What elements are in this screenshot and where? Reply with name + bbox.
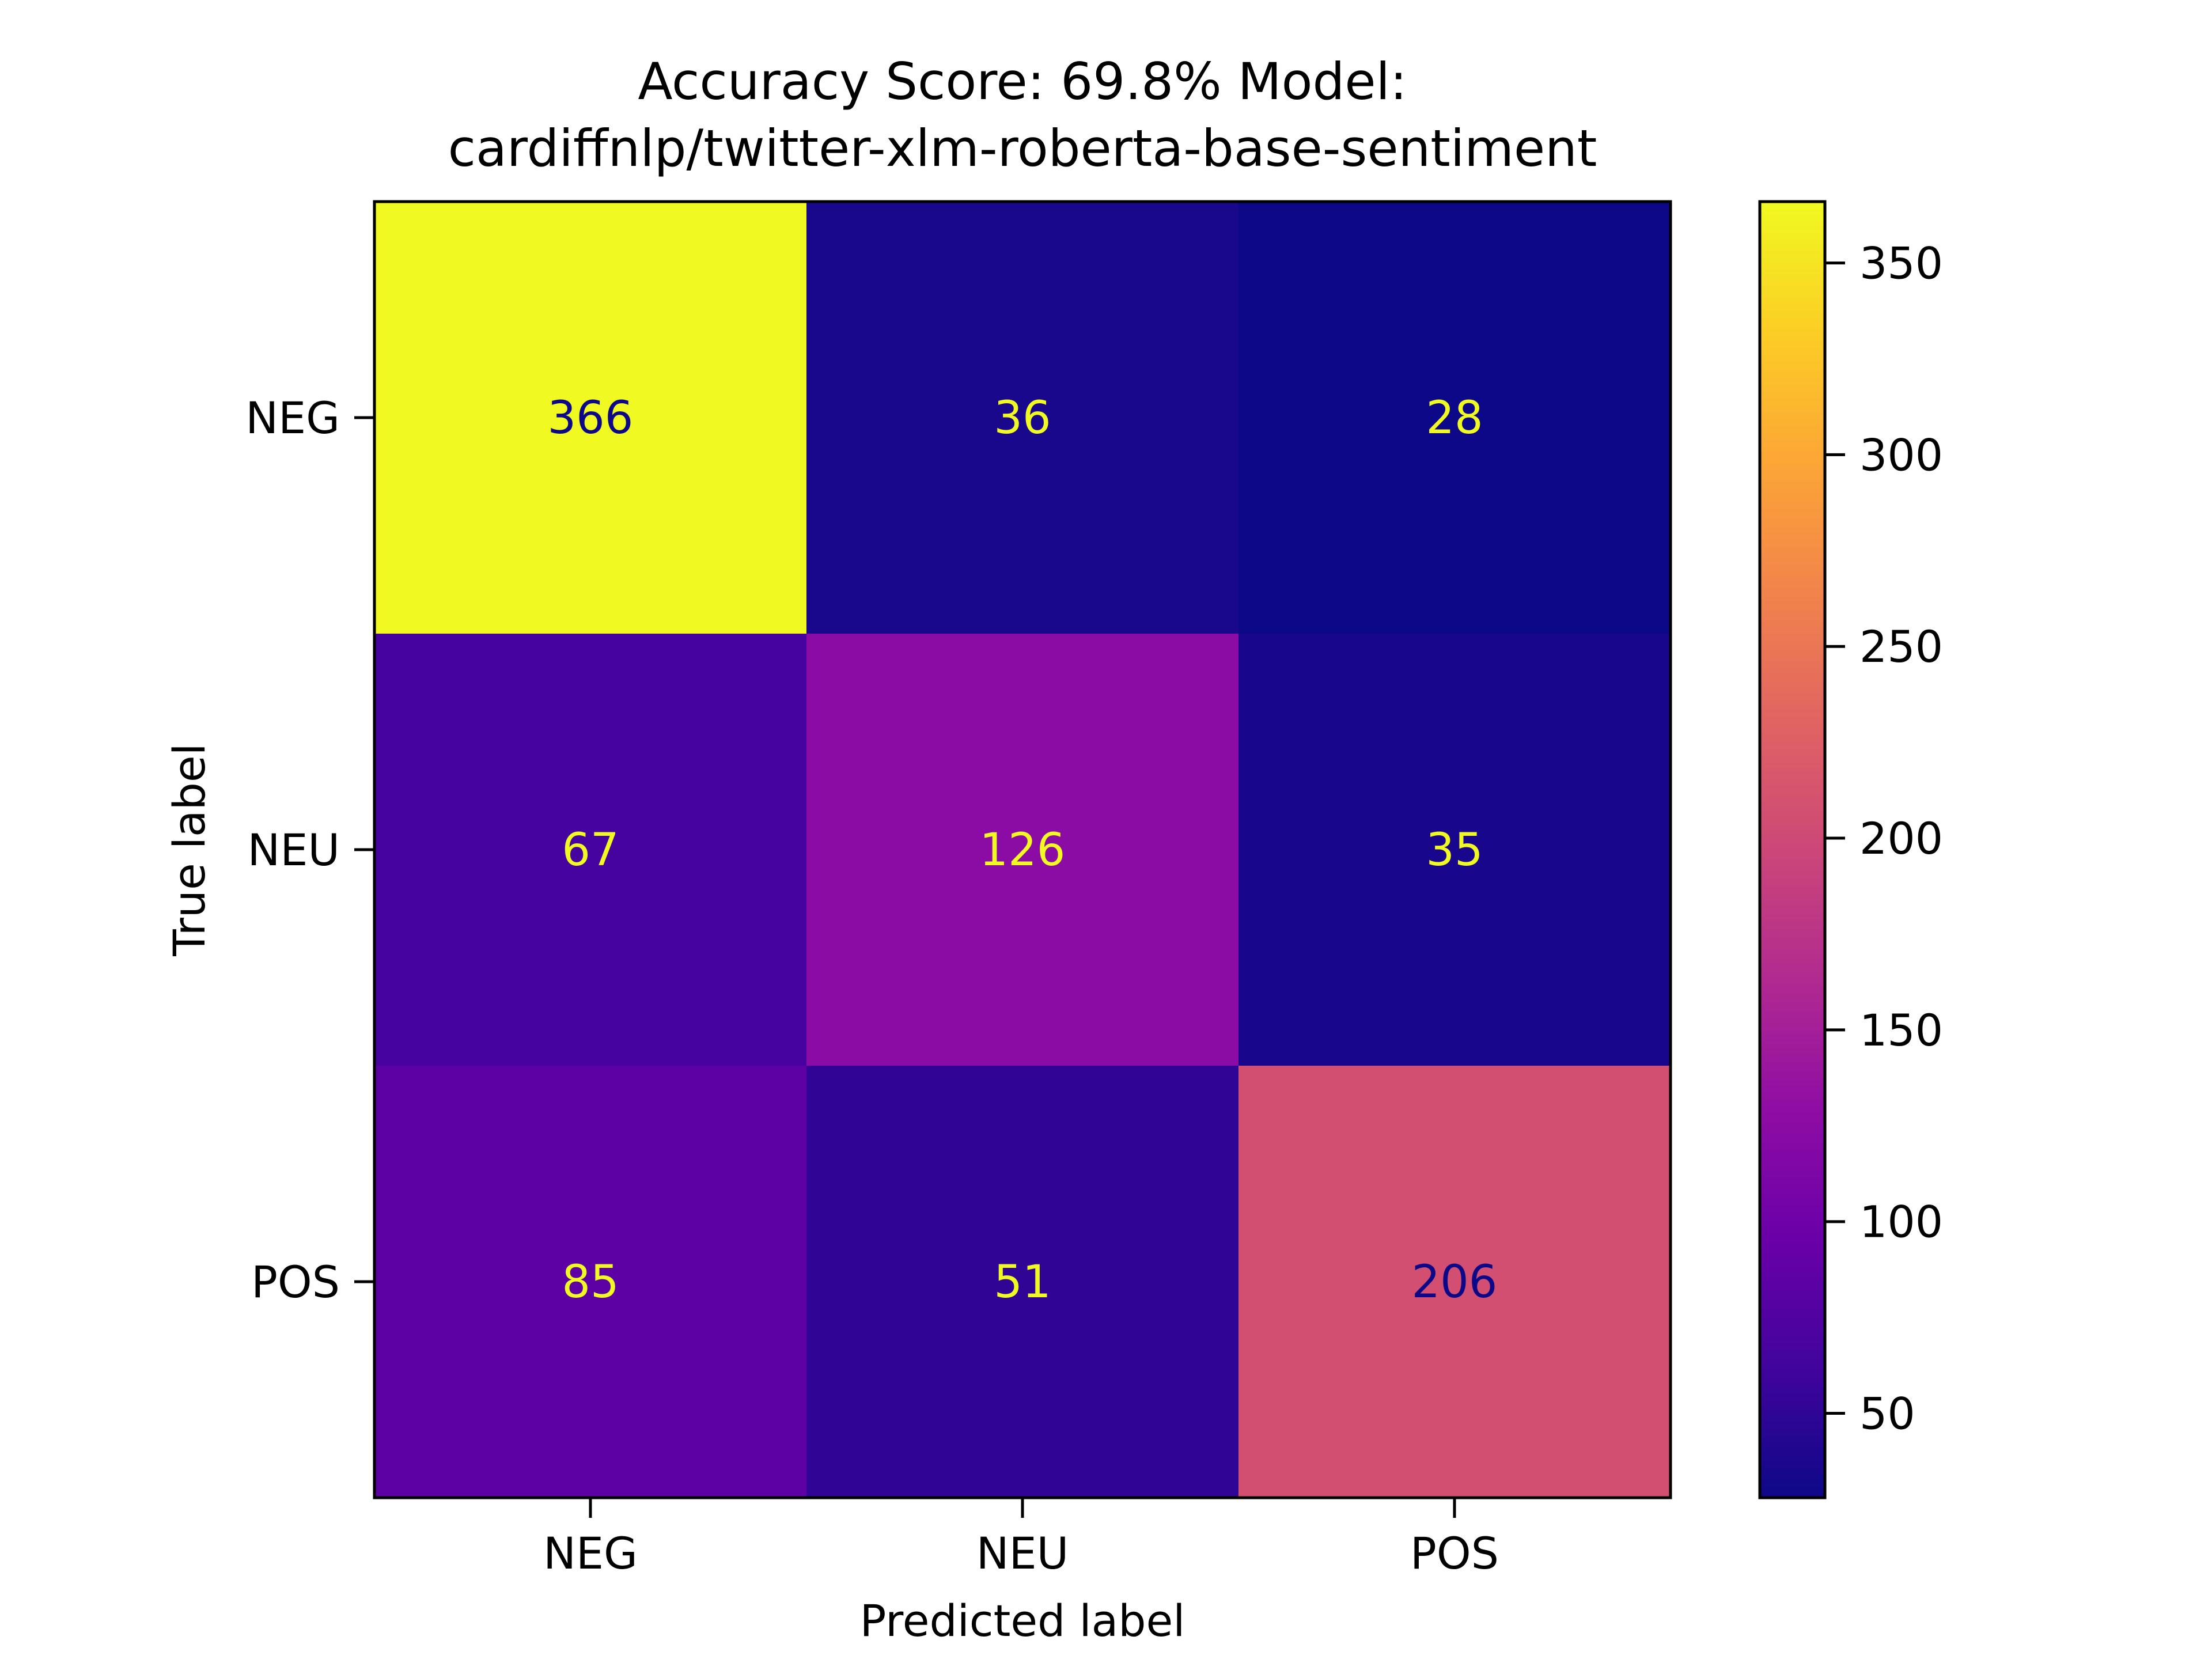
heatmap-cell — [374, 1066, 807, 1498]
cell-value-label: 35 — [1426, 824, 1483, 876]
heatmap-cells — [374, 202, 1671, 1498]
cell-value-label: 28 — [1426, 392, 1483, 444]
heatmap-cell — [374, 634, 807, 1066]
cell-value-label: 366 — [548, 392, 634, 444]
y-axis-label: True label — [164, 743, 215, 956]
cell-value-label: 206 — [1412, 1256, 1498, 1308]
chart-title-line-2: cardiffnlp/twitter-xlm-roberta-base-sent… — [448, 119, 1597, 178]
heatmap-cell — [1238, 1066, 1671, 1498]
heatmap-cell-labels: 366 36 28 67 126 35 85 51 206 — [548, 392, 1498, 1308]
colorbar-tick-label: 300 — [1859, 429, 1943, 480]
y-tick-label: NEG — [245, 392, 340, 444]
cell-value-label: 85 — [562, 1256, 619, 1308]
cell-value-label: 36 — [994, 392, 1051, 444]
colorbar-tick-label: 250 — [1859, 621, 1943, 672]
heatmap-cell — [1238, 202, 1671, 634]
colorbar-tick-label: 100 — [1859, 1196, 1943, 1248]
colorbar-tick-label: 150 — [1859, 1005, 1943, 1056]
colorbar-ticks: 50 100 150 200 250 300 350 — [1825, 238, 1943, 1440]
cell-value-label: 51 — [994, 1256, 1051, 1308]
heatmap-cell — [806, 1066, 1239, 1498]
colorbar-tick-label: 200 — [1859, 813, 1943, 864]
heatmap-cell — [806, 202, 1239, 634]
y-tick-label: NEU — [248, 824, 340, 876]
x-tick-label: NEU — [976, 1528, 1069, 1579]
y-tick-label: POS — [251, 1256, 340, 1308]
heatmap-cell — [1238, 634, 1671, 1066]
cell-value-label: 126 — [980, 824, 1066, 876]
colorbar-tick-label: 350 — [1859, 238, 1943, 289]
heatmap-cell — [806, 634, 1239, 1066]
heatmap-cell — [374, 202, 807, 634]
colorbar — [1758, 200, 1827, 1499]
y-axis-ticks: NEG NEU POS — [245, 392, 374, 1308]
x-tick-label: NEG — [543, 1528, 638, 1579]
chart-title-line-1: Accuracy Score: 69.8% Model: — [638, 52, 1407, 111]
x-axis-ticks: NEG NEU POS — [543, 1498, 1499, 1579]
x-tick-label: POS — [1410, 1528, 1499, 1579]
x-axis-label: Predicted label — [860, 1595, 1185, 1646]
colorbar-tick-label: 50 — [1859, 1388, 1915, 1440]
cell-value-label: 67 — [562, 824, 619, 876]
